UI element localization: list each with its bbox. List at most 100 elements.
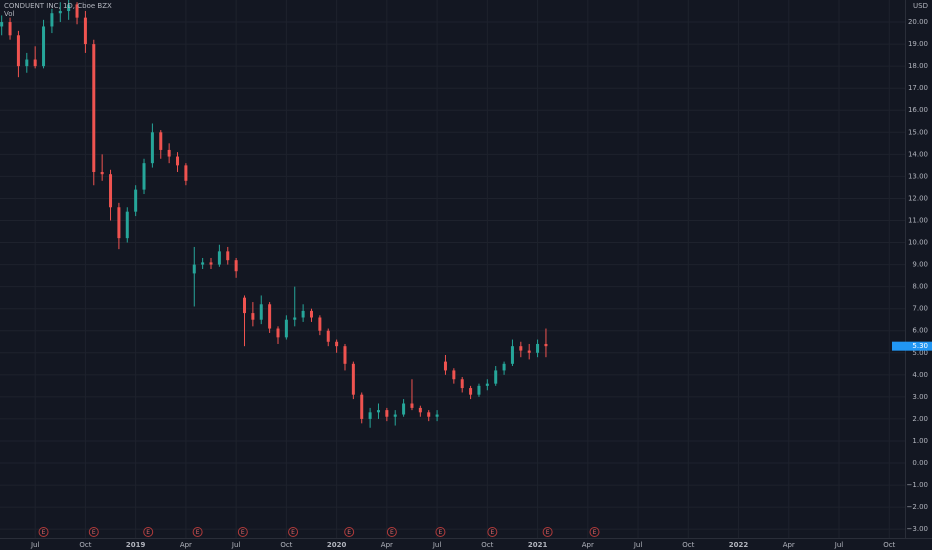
y-tick-label: 18.00 bbox=[908, 62, 928, 70]
chart-title: CONDUENT INC, 1D, Cboe BZX bbox=[4, 2, 112, 10]
candle-body bbox=[234, 260, 238, 272]
y-tick-label: 4.00 bbox=[912, 371, 928, 379]
candle-body bbox=[92, 44, 96, 172]
x-tick-label: Jul bbox=[30, 541, 40, 549]
candle-body bbox=[544, 343, 548, 347]
candle-body bbox=[519, 346, 523, 351]
y-tick-label: 20.00 bbox=[908, 18, 928, 26]
earnings-label: E bbox=[390, 529, 394, 536]
candle-body bbox=[142, 163, 146, 190]
x-tick-label: Jul bbox=[231, 541, 241, 549]
candle-body bbox=[209, 262, 213, 265]
y-tick-label: 13.00 bbox=[908, 172, 928, 180]
candle-body bbox=[75, 4, 79, 18]
candle-body bbox=[226, 251, 230, 261]
candle-body bbox=[159, 132, 163, 150]
candle-body bbox=[418, 407, 422, 413]
candle-body bbox=[268, 304, 272, 329]
candle-body bbox=[58, 11, 62, 14]
x-tick-label: Oct bbox=[481, 541, 493, 549]
candle-body bbox=[318, 317, 322, 331]
x-tick-label: Oct bbox=[682, 541, 694, 549]
candle-body bbox=[25, 59, 29, 67]
candle-body bbox=[243, 297, 247, 314]
x-tick-label: Jul bbox=[834, 541, 844, 549]
candle-body bbox=[385, 410, 389, 417]
candle-body bbox=[435, 414, 439, 417]
y-tick-label: −2.00 bbox=[907, 503, 928, 511]
y-tick-label: 11.00 bbox=[908, 216, 928, 224]
earnings-label: E bbox=[291, 529, 295, 536]
candle-body bbox=[452, 370, 456, 380]
candle-body bbox=[109, 174, 113, 208]
earnings-marker bbox=[192, 527, 203, 537]
y-tick-label: 12.00 bbox=[908, 194, 928, 202]
earnings-label: E bbox=[92, 529, 96, 536]
y-tick-label: 2.00 bbox=[912, 415, 928, 423]
candle-body bbox=[176, 156, 180, 166]
candle-body bbox=[251, 313, 255, 320]
x-tick-label: 2021 bbox=[528, 541, 548, 549]
x-tick-label: Apr bbox=[180, 541, 192, 549]
y-tick-label: −3.00 bbox=[907, 525, 928, 533]
candle-body bbox=[16, 35, 20, 67]
earnings-label: E bbox=[347, 529, 351, 536]
earnings-marker bbox=[344, 527, 355, 537]
candle-body bbox=[201, 262, 205, 265]
candle-body bbox=[50, 13, 54, 27]
candle-body bbox=[469, 388, 473, 395]
x-tick-label: 2022 bbox=[729, 541, 749, 549]
candle-body bbox=[301, 310, 305, 318]
candle-body bbox=[402, 403, 406, 415]
candle-body bbox=[125, 211, 129, 239]
y-tick-label: 15.00 bbox=[908, 128, 928, 136]
candle-body bbox=[368, 412, 372, 419]
candle-body bbox=[83, 17, 87, 45]
y-tick-label: 17.00 bbox=[908, 84, 928, 92]
earnings-marker bbox=[542, 527, 553, 537]
earnings-label: E bbox=[42, 529, 46, 536]
earnings-label: E bbox=[546, 529, 550, 536]
candle-body bbox=[536, 343, 540, 353]
candle-body bbox=[427, 412, 431, 417]
x-tick-label: Oct bbox=[280, 541, 292, 549]
earnings-marker bbox=[237, 527, 248, 537]
x-tick-label: 2019 bbox=[126, 541, 146, 549]
candle-body bbox=[510, 346, 514, 364]
candle-body bbox=[293, 317, 297, 320]
y-tick-label: 3.00 bbox=[912, 393, 928, 401]
y-tick-label: 5.00 bbox=[912, 349, 928, 357]
candle-body bbox=[309, 310, 313, 318]
candle-body bbox=[351, 363, 355, 395]
earnings-label: E bbox=[490, 529, 494, 536]
y-tick-label: 9.00 bbox=[912, 261, 928, 269]
x-tick-label: Apr bbox=[783, 541, 795, 549]
candle-body bbox=[217, 251, 221, 265]
x-tick-label: Apr bbox=[381, 541, 393, 549]
y-tick-label: 0.00 bbox=[912, 459, 928, 467]
candle-body bbox=[33, 59, 37, 67]
currency-label: USD bbox=[913, 2, 928, 10]
candles bbox=[0, 0, 548, 428]
candle-body bbox=[100, 171, 104, 175]
candle-body bbox=[117, 207, 121, 239]
candle-body bbox=[335, 341, 339, 347]
candle-body bbox=[410, 403, 414, 408]
x-tick-label: Jul bbox=[432, 541, 442, 549]
earnings-marker bbox=[38, 527, 49, 537]
y-tick-label: 1.00 bbox=[912, 437, 928, 445]
x-tick-label: Oct bbox=[79, 541, 91, 549]
candle-body bbox=[276, 328, 280, 338]
y-tick-label: 19.00 bbox=[908, 40, 928, 48]
volume-label: Vol bbox=[4, 10, 15, 18]
y-tick-label: −1.00 bbox=[907, 481, 928, 489]
y-tick-label: 8.00 bbox=[912, 283, 928, 291]
candle-body bbox=[494, 370, 498, 384]
candle-body bbox=[393, 414, 397, 417]
candle-body bbox=[527, 350, 531, 353]
candle-body bbox=[477, 385, 481, 395]
earnings-marker bbox=[487, 527, 498, 537]
earnings-marker bbox=[589, 527, 600, 537]
